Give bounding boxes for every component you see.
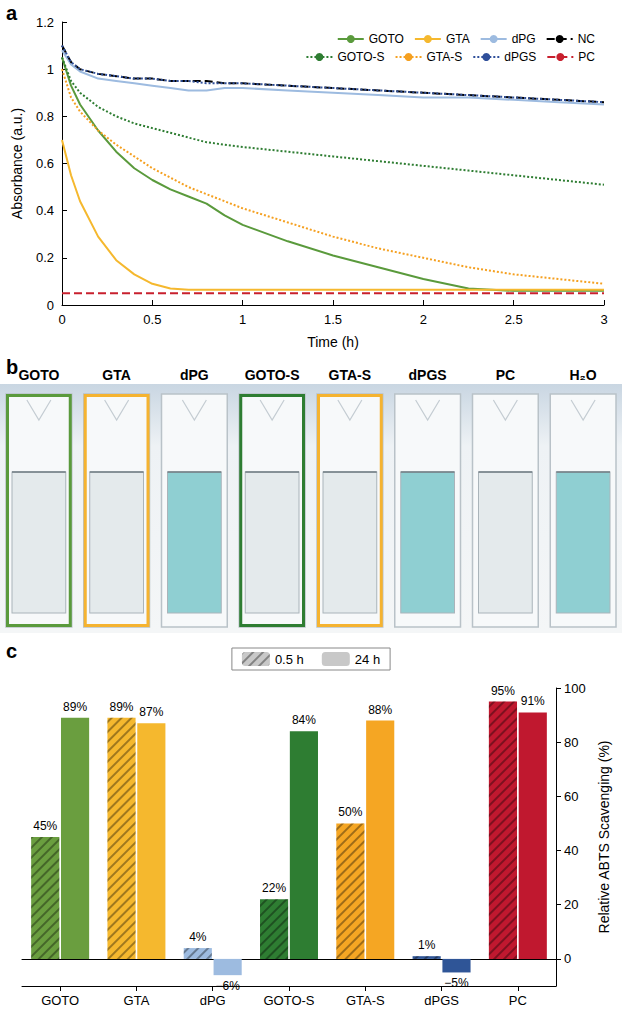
svg-text:87%: 87% bbox=[139, 705, 163, 719]
svg-text:4%: 4% bbox=[189, 930, 207, 944]
svg-text:Time (h): Time (h) bbox=[307, 334, 359, 350]
svg-text:Relative ABTS Scavenging (%): Relative ABTS Scavenging (%) bbox=[596, 741, 612, 934]
svg-text:1: 1 bbox=[47, 62, 54, 77]
svg-text:Absorbance (a.u.): Absorbance (a.u.) bbox=[9, 108, 25, 219]
svg-text:−6%: −6% bbox=[215, 979, 240, 993]
svg-text:95%: 95% bbox=[491, 684, 515, 698]
svg-text:24 h: 24 h bbox=[355, 652, 380, 667]
svg-text:GTA: GTA bbox=[124, 993, 150, 1008]
svg-text:H₂O: H₂O bbox=[570, 367, 597, 383]
svg-text:PC: PC bbox=[578, 50, 595, 64]
svg-text:0: 0 bbox=[47, 298, 54, 313]
svg-text:88%: 88% bbox=[368, 703, 392, 717]
svg-text:45%: 45% bbox=[33, 819, 57, 833]
svg-text:dPG: dPG bbox=[200, 993, 226, 1008]
svg-text:GTA-S: GTA-S bbox=[427, 50, 463, 64]
svg-text:20: 20 bbox=[564, 897, 578, 912]
svg-text:GTA: GTA bbox=[102, 367, 131, 383]
svg-text:GOTO: GOTO bbox=[18, 367, 59, 383]
svg-text:1: 1 bbox=[239, 312, 246, 327]
svg-text:0.6: 0.6 bbox=[36, 156, 54, 171]
svg-text:GTA: GTA bbox=[446, 32, 470, 46]
svg-text:GTA-S: GTA-S bbox=[346, 993, 385, 1008]
svg-text:100: 100 bbox=[564, 681, 586, 696]
svg-text:22%: 22% bbox=[262, 881, 286, 895]
svg-text:50%: 50% bbox=[338, 805, 362, 819]
svg-text:84%: 84% bbox=[292, 713, 316, 727]
svg-text:dPGS: dPGS bbox=[504, 50, 536, 64]
svg-text:GOTO-S: GOTO-S bbox=[245, 367, 300, 383]
svg-text:1%: 1% bbox=[418, 938, 436, 952]
svg-text:−5%: −5% bbox=[444, 976, 469, 990]
svg-text:PC: PC bbox=[509, 993, 527, 1008]
svg-text:dPG: dPG bbox=[180, 367, 209, 383]
svg-text:40: 40 bbox=[564, 843, 578, 858]
svg-text:0: 0 bbox=[58, 312, 65, 327]
svg-text:GOTO: GOTO bbox=[369, 32, 404, 46]
html-text:a: a bbox=[6, 2, 18, 24]
svg-text:80: 80 bbox=[564, 735, 578, 750]
svg-text:PC: PC bbox=[496, 367, 515, 383]
svg-text:0.2: 0.2 bbox=[36, 250, 54, 265]
svg-text:GOTO-S: GOTO-S bbox=[337, 50, 384, 64]
svg-text:GOTO: GOTO bbox=[41, 993, 79, 1008]
svg-text:2.5: 2.5 bbox=[505, 312, 523, 327]
svg-text:89%: 89% bbox=[109, 700, 133, 714]
svg-text:60: 60 bbox=[564, 789, 578, 804]
svg-text:dPGS: dPGS bbox=[424, 993, 459, 1008]
svg-text:dPGS: dPGS bbox=[409, 367, 447, 383]
svg-text:0.4: 0.4 bbox=[36, 203, 54, 218]
svg-text:NC: NC bbox=[578, 32, 596, 46]
svg-text:0.8: 0.8 bbox=[36, 109, 54, 124]
svg-text:0: 0 bbox=[564, 951, 571, 966]
svg-text:3: 3 bbox=[600, 312, 607, 327]
svg-text:GTA-S: GTA-S bbox=[329, 367, 372, 383]
html-text:c: c bbox=[6, 640, 18, 662]
svg-text:1.5: 1.5 bbox=[324, 312, 342, 327]
html-text:b: b bbox=[6, 356, 19, 378]
svg-text:91%: 91% bbox=[521, 694, 545, 708]
svg-text:dPG: dPG bbox=[512, 32, 536, 46]
svg-text:GOTO-S: GOTO-S bbox=[263, 993, 314, 1008]
svg-text:0.5: 0.5 bbox=[143, 312, 161, 327]
svg-text:2: 2 bbox=[420, 312, 427, 327]
svg-text:89%: 89% bbox=[63, 700, 87, 714]
svg-text:0.5 h: 0.5 h bbox=[275, 652, 304, 667]
svg-text:1.2: 1.2 bbox=[36, 15, 54, 30]
